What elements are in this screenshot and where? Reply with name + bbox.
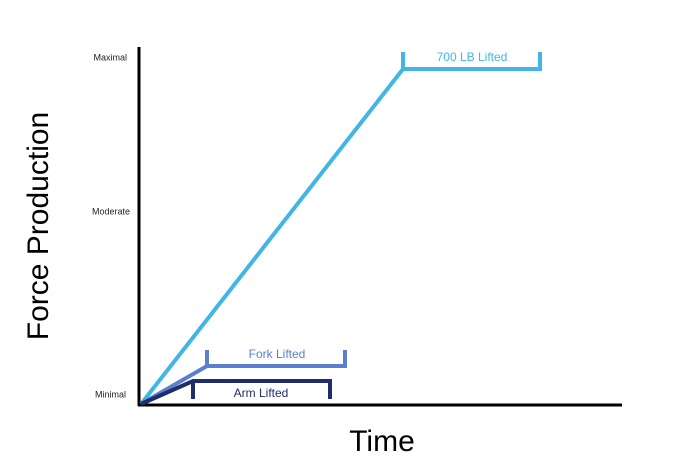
curve-label: Fork Lifted — [249, 347, 306, 361]
y-level: Maximal — [93, 52, 127, 62]
x-axis-label: Time — [349, 425, 415, 458]
curve-700lb — [139, 52, 542, 406]
curve-label: Arm Lifted — [234, 386, 289, 400]
axes — [137, 47, 622, 407]
curve-arm — [140, 379, 332, 406]
curve-label: 700 LB Lifted — [437, 50, 508, 64]
y-level: Moderate — [92, 206, 130, 216]
y-level: Minimal — [95, 389, 126, 399]
curve-fork — [140, 350, 347, 406]
y-axis-label: Force Production — [22, 112, 55, 340]
